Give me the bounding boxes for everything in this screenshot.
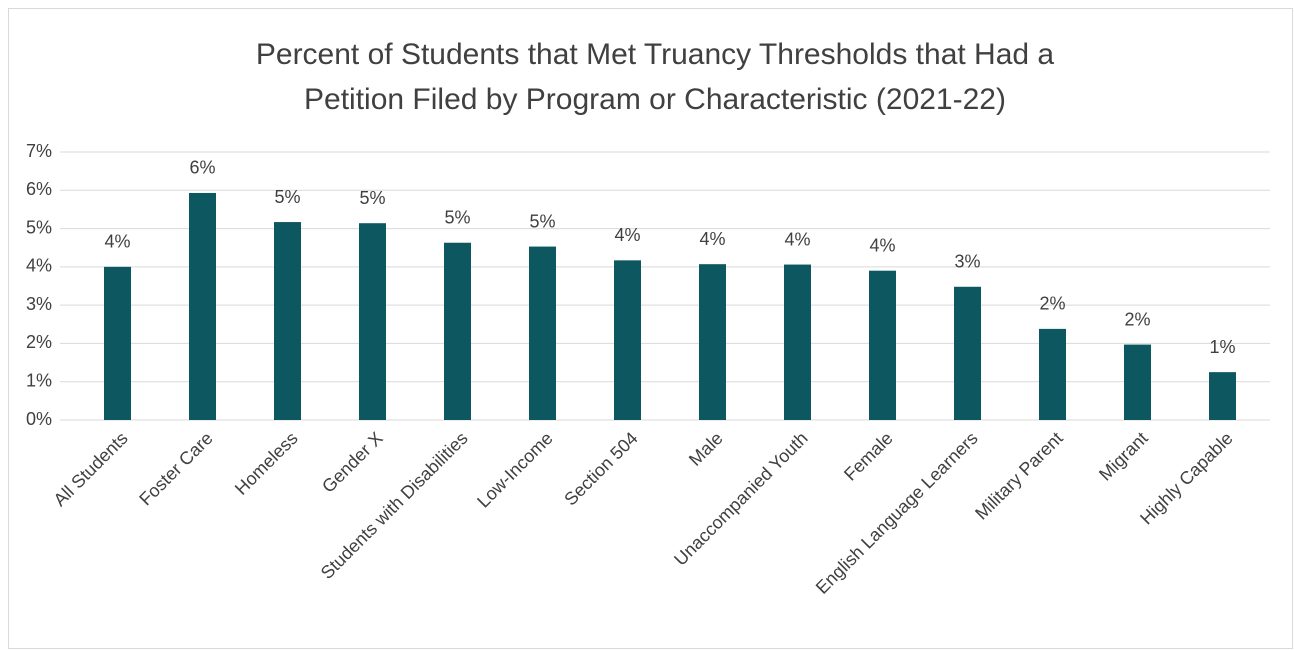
y-tick-label: 0%: [26, 409, 52, 429]
data-label: 4%: [699, 229, 725, 249]
data-label: 6%: [189, 158, 215, 178]
bar: [444, 242, 471, 420]
y-tick-label: 1%: [26, 370, 52, 390]
bar: [1209, 372, 1236, 420]
bar: [1039, 328, 1066, 420]
chart-border: [8, 8, 1293, 649]
y-tick-label: 5%: [26, 217, 52, 237]
bar: [529, 246, 556, 420]
bar: [784, 264, 811, 420]
bar: [359, 223, 386, 420]
chart-title: Petition Filed by Program or Characteris…: [304, 83, 1006, 116]
bar: [614, 260, 641, 420]
bar: [699, 264, 726, 420]
bar: [1124, 344, 1151, 420]
y-tick-label: 2%: [26, 332, 52, 352]
data-label: 4%: [614, 225, 640, 245]
y-tick-label: 7%: [26, 141, 52, 161]
data-label: 5%: [359, 188, 385, 208]
bar: [189, 192, 216, 420]
bar: [869, 270, 896, 420]
bar: [954, 286, 981, 420]
data-label: 5%: [444, 207, 470, 227]
data-label: 2%: [1039, 294, 1065, 314]
data-label: 5%: [529, 211, 555, 231]
bar: [274, 222, 301, 420]
data-label: 4%: [104, 232, 130, 252]
data-label: 4%: [869, 235, 895, 255]
data-label: 1%: [1209, 337, 1235, 357]
chart-title: Percent of Students that Met Truancy Thr…: [256, 38, 1055, 71]
data-label: 5%: [274, 187, 300, 207]
y-tick-label: 3%: [26, 294, 52, 314]
bar: [104, 266, 131, 420]
y-tick-label: 6%: [26, 179, 52, 199]
data-label: 4%: [784, 229, 810, 249]
y-tick-label: 4%: [26, 256, 52, 276]
data-label: 2%: [1124, 309, 1150, 329]
data-label: 3%: [954, 252, 980, 272]
